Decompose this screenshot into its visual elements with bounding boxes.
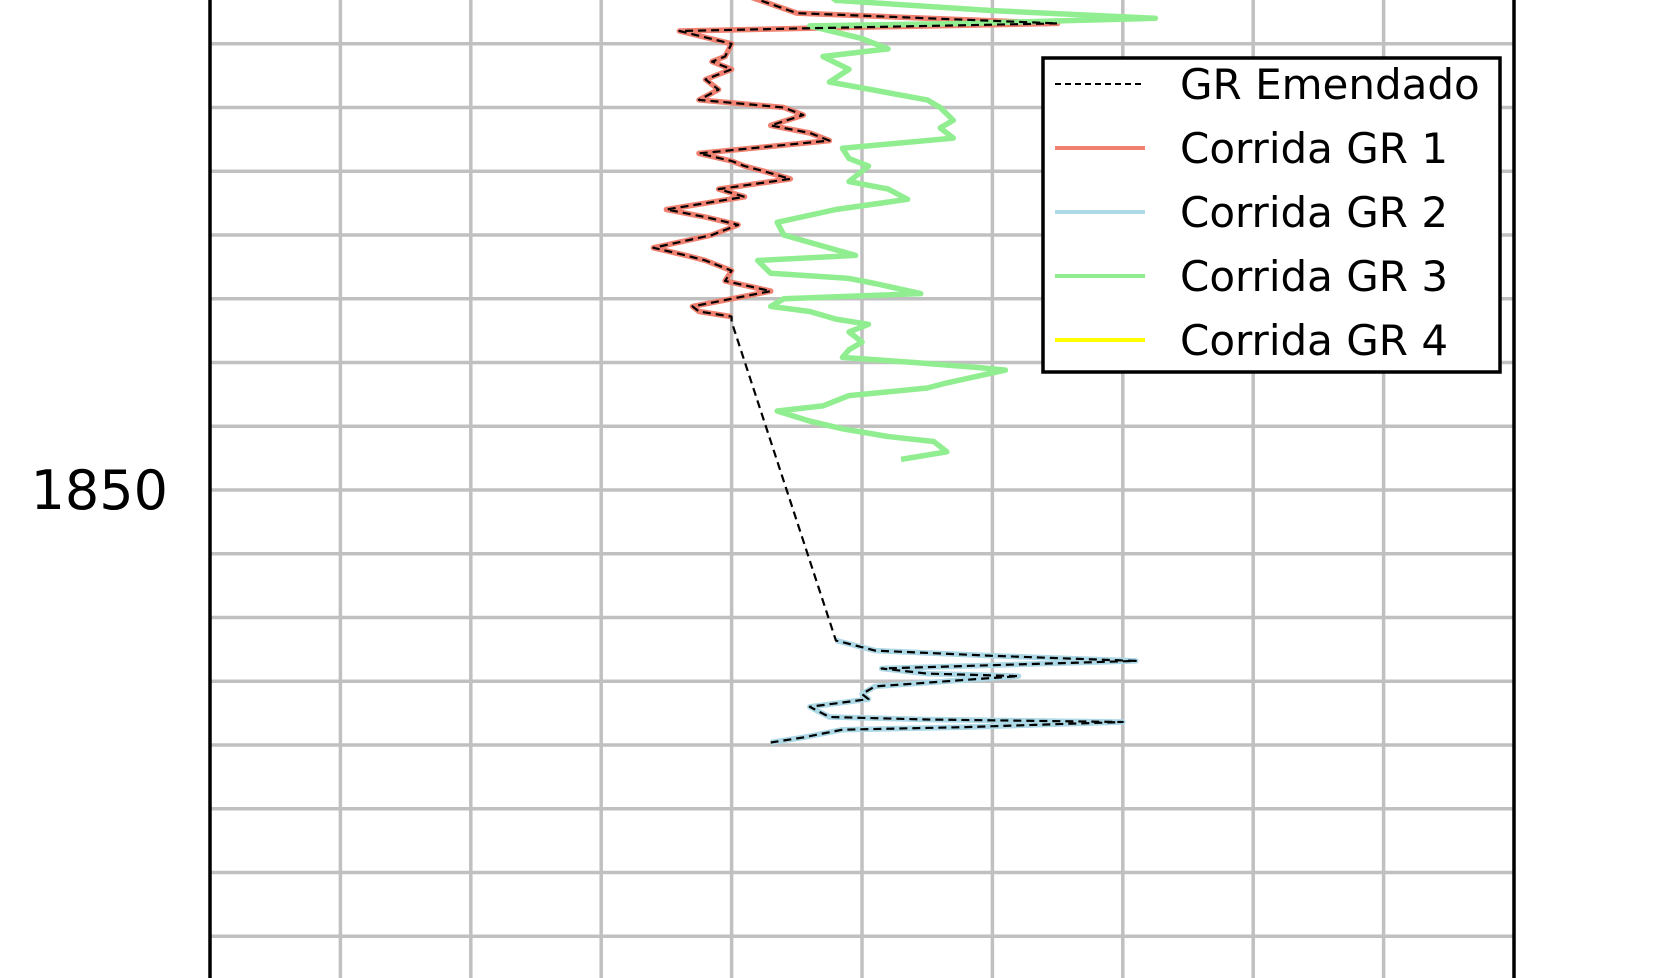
series-group bbox=[650, 0, 1159, 746]
plot-frame bbox=[208, 0, 1516, 978]
legend-label: Corrida GR 2 bbox=[1180, 188, 1448, 237]
legend-label: Corrida GR 3 bbox=[1180, 252, 1448, 301]
legend-label: Corrida GR 4 bbox=[1180, 316, 1448, 365]
legend-label: GR Emendado bbox=[1180, 60, 1480, 109]
y-tick-labels: 1850 bbox=[31, 459, 168, 522]
legend: GR Emendado Corrida GR 1 Corrida GR 2 Corri… bbox=[1041, 56, 1502, 374]
legend-box bbox=[1041, 56, 1502, 374]
series-line-corrida-gr-3 bbox=[754, 0, 1159, 463]
series-line-gr-emendado bbox=[652, 0, 1137, 744]
y-tick-label: 1850 bbox=[31, 459, 168, 522]
legend-label: Corrida GR 1 bbox=[1180, 124, 1448, 173]
